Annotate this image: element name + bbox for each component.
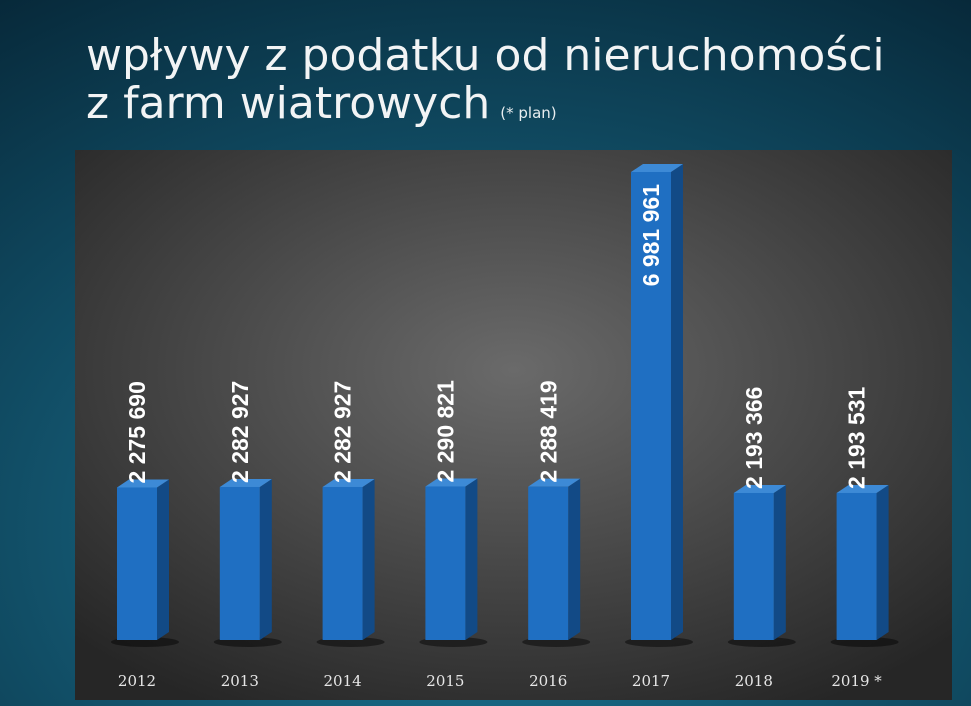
value-label: 2 193 531 <box>844 386 870 489</box>
chart-panel <box>75 150 952 700</box>
value-label: 2 290 821 <box>432 380 458 483</box>
bar-side <box>259 478 272 640</box>
x-tick-label: 2012 <box>118 672 156 690</box>
bar-top <box>733 484 786 493</box>
plan-note: (* plan) <box>500 104 556 122</box>
bar-side <box>671 164 683 640</box>
bar-top <box>836 484 889 493</box>
bar-side <box>876 484 889 640</box>
x-tick-label: 2019 * <box>831 672 882 690</box>
bar-side <box>773 484 786 640</box>
bar-side <box>362 478 375 640</box>
bar-top <box>631 164 683 172</box>
bar-side <box>157 479 169 640</box>
value-label: 6 981 961 <box>638 184 664 287</box>
bar-side <box>465 478 478 640</box>
bar-side <box>568 478 581 640</box>
bar-top <box>219 478 272 487</box>
x-tick-label: 2014 <box>324 672 362 690</box>
bar-top <box>528 478 581 487</box>
bar <box>631 172 671 640</box>
value-label: 2 282 927 <box>330 381 356 483</box>
bar <box>528 486 569 640</box>
x-tick-label: 2018 <box>735 672 773 690</box>
bar <box>117 487 157 640</box>
bar <box>219 486 260 640</box>
x-tick-label: 2015 <box>426 672 464 690</box>
value-label: 2 282 927 <box>227 381 253 483</box>
value-label: 2 275 690 <box>124 381 150 483</box>
bar-top <box>117 479 169 488</box>
bar <box>425 486 466 640</box>
x-tick-label: 2017 <box>632 672 670 690</box>
bar <box>322 486 363 640</box>
chart-title: z farm wiatrowych (* plan) <box>86 78 557 129</box>
x-tick-label: 2013 <box>221 672 259 690</box>
bar-top <box>425 478 478 487</box>
bar <box>836 492 877 640</box>
chart-title-line: z farm wiatrowych <box>86 78 490 129</box>
x-tick-label: 2016 <box>529 672 567 690</box>
chart-title: wpływy z podatku od nieruchomości <box>86 30 885 81</box>
value-label: 2 288 419 <box>535 380 561 482</box>
bar <box>733 492 774 640</box>
bar-top <box>322 478 375 487</box>
value-label: 2 193 366 <box>741 387 767 489</box>
